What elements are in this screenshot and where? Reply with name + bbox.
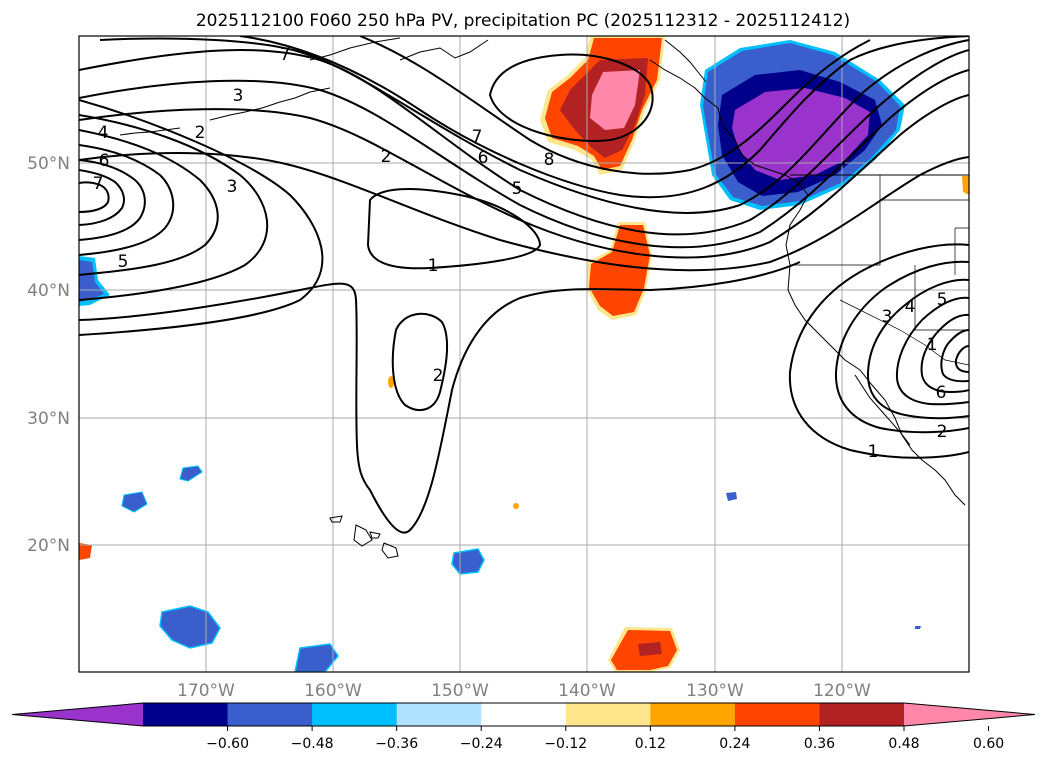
colorbar-extend-min xyxy=(12,703,143,726)
contour-label: 5 xyxy=(512,179,523,199)
contour-label: 1 xyxy=(428,256,439,276)
contour-label: 3 xyxy=(227,177,238,197)
longitude-labels: 170°W 160°W 150°W 140°W 130°W 120°W xyxy=(177,681,871,701)
colorbar-segment xyxy=(819,703,905,726)
colorbar-segment xyxy=(734,703,820,726)
colorbar-segment xyxy=(312,703,398,726)
colorbar-tick-label: −0.24 xyxy=(460,736,503,752)
contour-label: 6 xyxy=(99,151,110,171)
precip-negative-small xyxy=(121,465,921,672)
contour-label: 8 xyxy=(544,150,555,170)
colorbar-tick-label: −0.12 xyxy=(544,736,587,752)
contour-label: 4 xyxy=(905,297,916,317)
colorbar-extend-max xyxy=(904,703,1035,726)
colorbar-segment xyxy=(650,703,736,726)
colorbar-tick-label: 0.12 xyxy=(635,736,666,752)
figure-title: 2025112100 F060 250 hPa PV, precipitatio… xyxy=(196,11,850,31)
latitude-labels: 50°N 40°N 30°N 20°N xyxy=(27,154,70,556)
contour-label: 4 xyxy=(98,123,109,143)
pv-contours xyxy=(79,36,969,534)
lon-label-170w: 170°W xyxy=(177,681,235,701)
lon-label-150w: 150°W xyxy=(431,681,489,701)
contour-label: 6 xyxy=(478,148,489,168)
colorbar-tick-label: 0.48 xyxy=(888,736,919,752)
contour-labels: 7 3 4 2 6 7 3 2 5 1 7 6 8 5 2 3 4 5 1 6 … xyxy=(93,45,948,462)
contour-label: 3 xyxy=(233,86,244,106)
map-frame xyxy=(78,35,970,673)
colorbar-tick-label: −0.36 xyxy=(375,736,418,752)
lon-label-120w: 120°W xyxy=(813,681,871,701)
contour-label: 2 xyxy=(937,422,948,442)
contour-label: 2 xyxy=(433,366,444,386)
contour-label: 6 xyxy=(936,383,947,403)
colorbar-tick-label: −0.48 xyxy=(291,736,334,752)
lat-label-20n: 20°N xyxy=(27,536,70,556)
contour-label: 1 xyxy=(868,442,879,462)
precip-positive-east-edge xyxy=(962,176,969,195)
colorbar-tick-label: 0.60 xyxy=(973,736,1004,752)
lat-label-50n: 50°N xyxy=(27,154,70,174)
colorbar-segment xyxy=(481,703,567,726)
colorbar-tick-label: 0.24 xyxy=(719,736,750,752)
precip-positive-central xyxy=(586,222,652,320)
contour-label: 7 xyxy=(280,45,291,65)
colorbar-tick-label: −0.60 xyxy=(206,736,249,752)
contour-label: 2 xyxy=(195,123,206,143)
contour-label: 2 xyxy=(381,147,392,167)
colorbar-outline xyxy=(11,702,1036,727)
contour-label: 5 xyxy=(937,290,948,310)
colorbar: −0.60 −0.48 −0.36 −0.24 −0.12 0.12 0.24 0.36 0.4… xyxy=(11,702,1036,752)
lat-label-40n: 40°N xyxy=(27,281,70,301)
lon-label-130w: 130°W xyxy=(686,681,744,701)
colorbar-segment xyxy=(227,703,313,726)
colorbar-tick-label: 0.36 xyxy=(804,736,835,752)
contour-label: 7 xyxy=(93,174,104,194)
precip-positive-south xyxy=(608,627,680,672)
lon-label-140w: 140°W xyxy=(558,681,616,701)
precip-positive-west-edge xyxy=(79,543,92,560)
lat-label-30n: 30°N xyxy=(27,409,70,429)
precip-positive-dot xyxy=(388,376,394,388)
colorbar-segment xyxy=(143,703,229,726)
contour-label: 3 xyxy=(882,307,893,327)
map-area: 7 3 4 2 6 7 3 2 5 1 7 6 8 5 2 3 4 5 1 6 … xyxy=(79,36,969,672)
colorbar-segment xyxy=(565,703,651,726)
colorbar-segment xyxy=(396,703,482,726)
contour-label: 1 xyxy=(927,335,938,355)
lon-label-160w: 160°W xyxy=(304,681,362,701)
contour-label: 5 xyxy=(118,252,129,272)
contour-label: 7 xyxy=(472,127,483,147)
precip-positive-dot2 xyxy=(513,503,519,509)
